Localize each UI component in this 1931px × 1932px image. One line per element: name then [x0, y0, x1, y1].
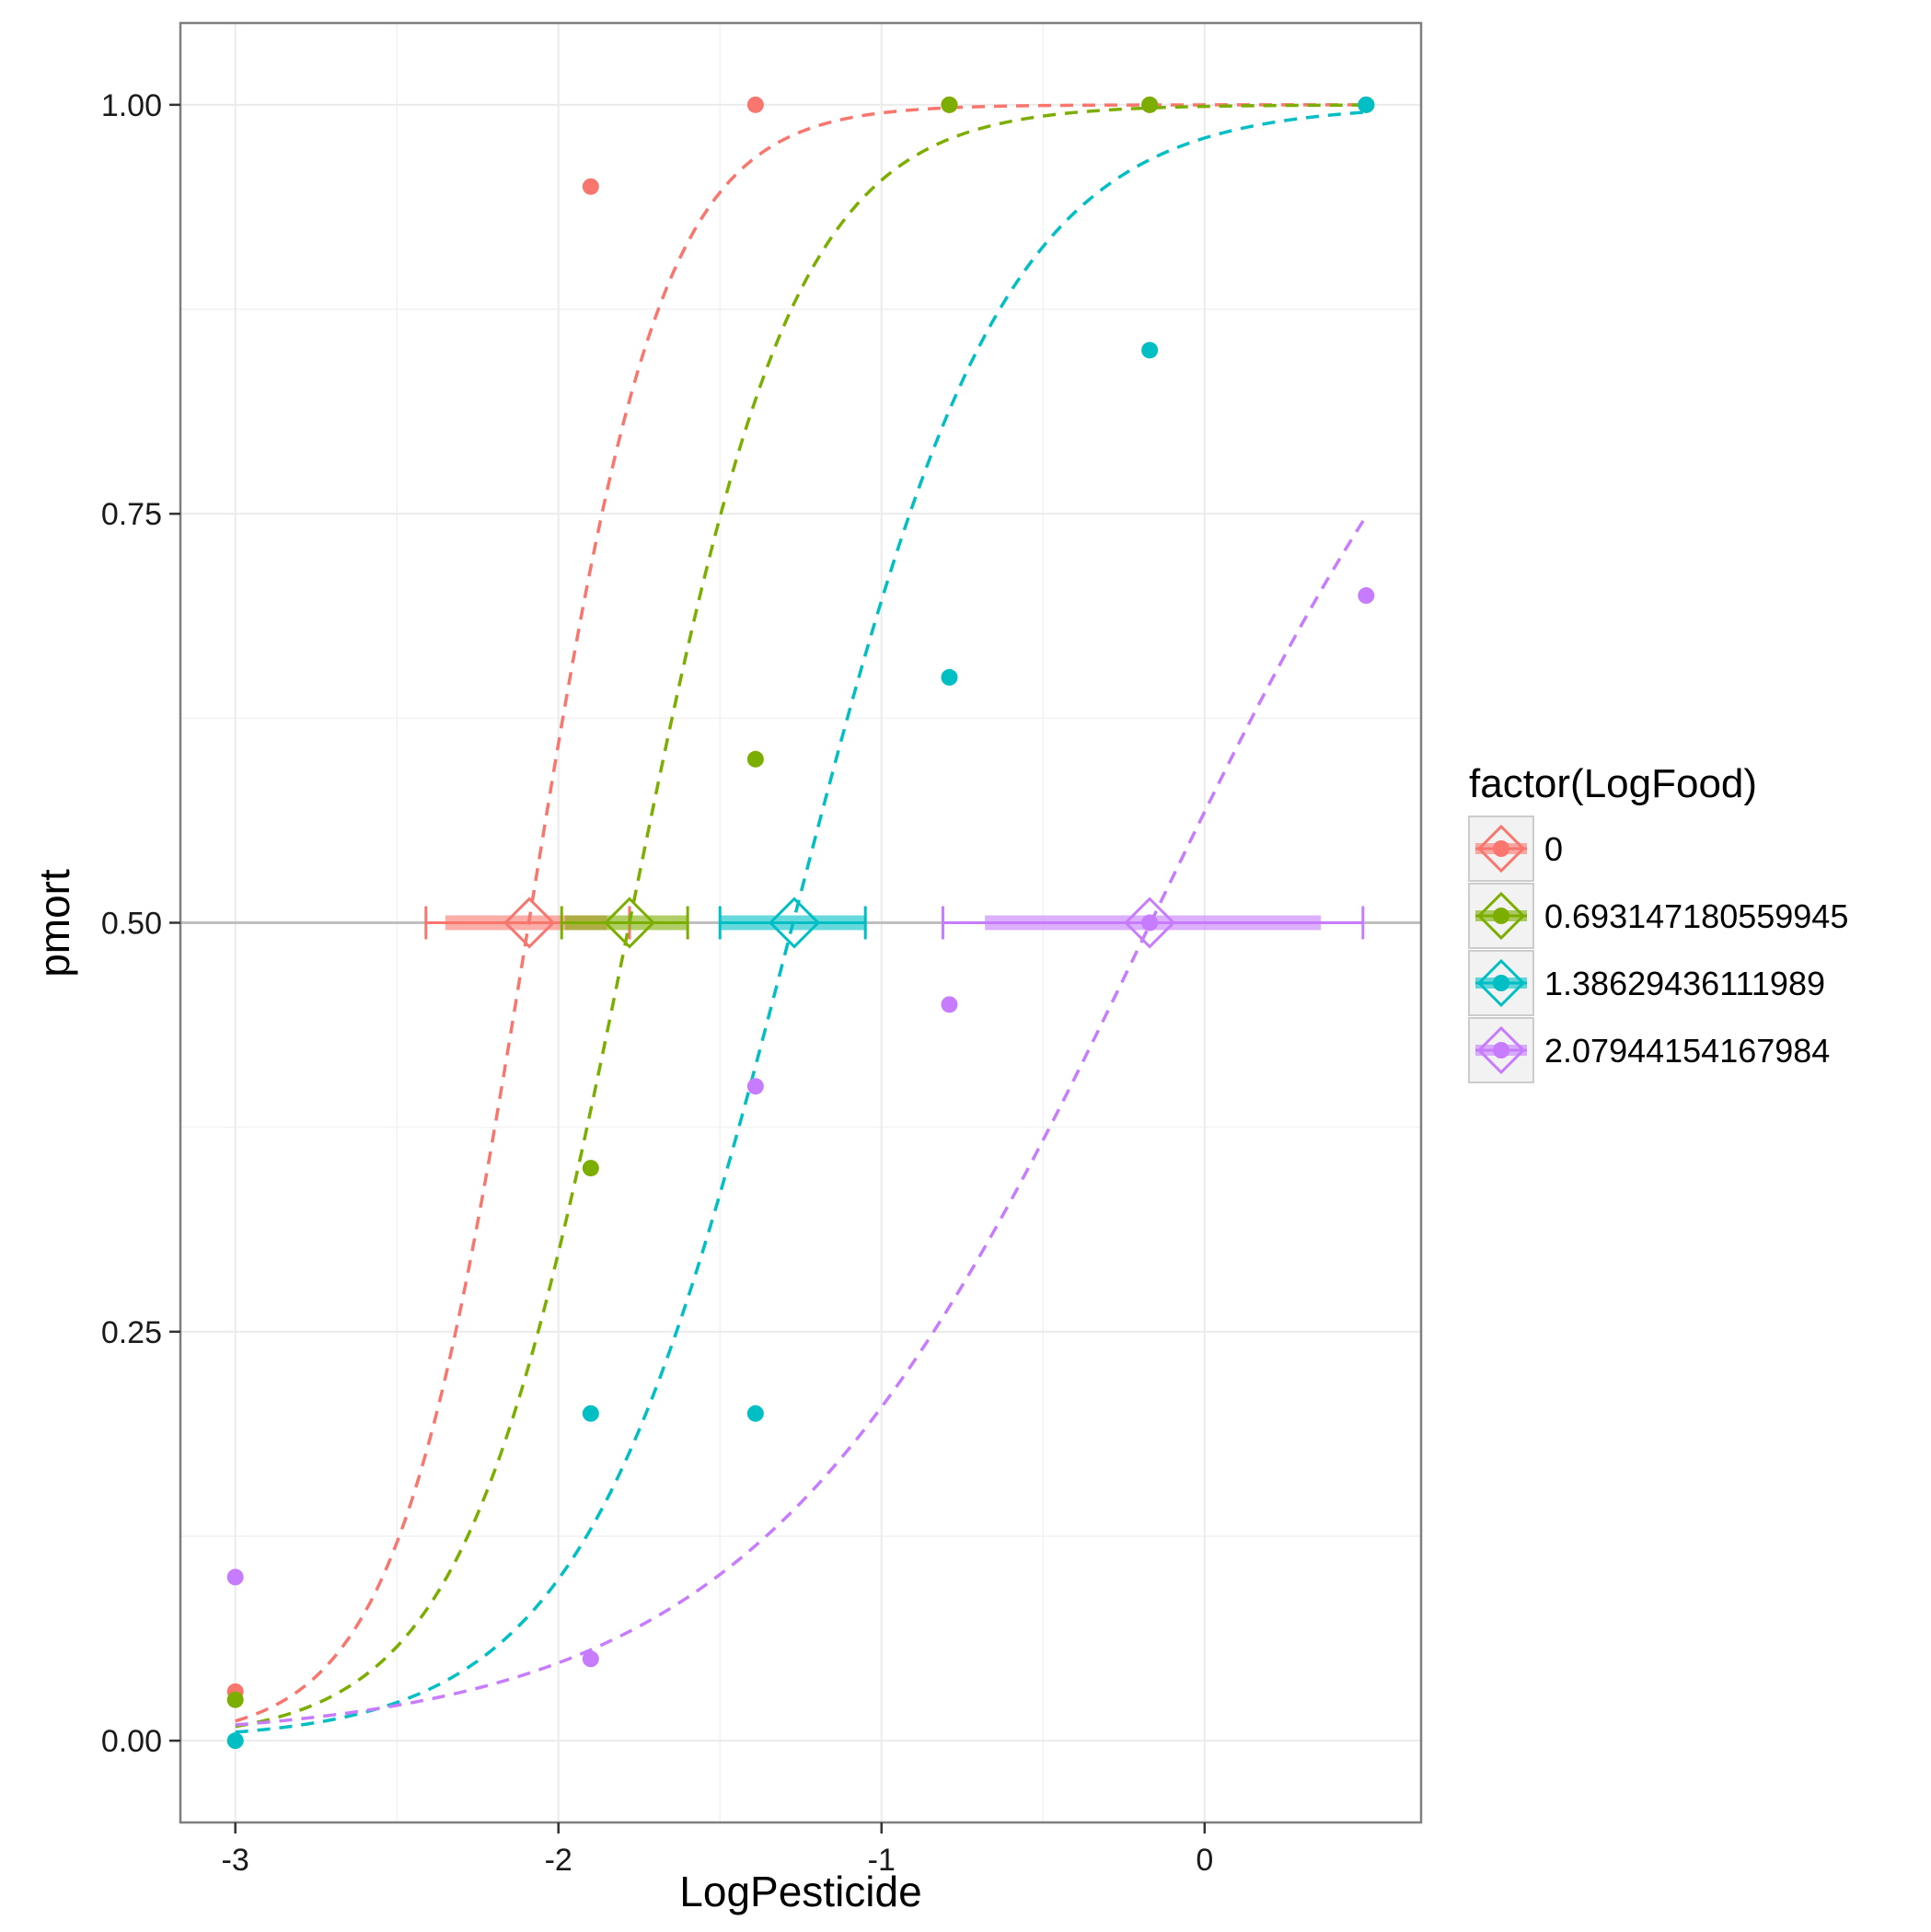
y-tick-label: 0.75 — [101, 497, 162, 532]
legend-key-point — [1493, 975, 1509, 991]
y-tick-label: 0.00 — [101, 1724, 162, 1759]
data-point — [746, 1078, 764, 1095]
legend-key-point — [1493, 908, 1509, 924]
data-point — [941, 996, 958, 1013]
legend-label: 0 — [1544, 830, 1563, 868]
legend-key-point — [1493, 1042, 1509, 1059]
data-point — [746, 96, 764, 113]
y-axis-title: pmort — [30, 869, 78, 978]
y-tick-label: 0.50 — [101, 907, 162, 942]
legend-title: factor(LogFood) — [1469, 761, 1757, 806]
ld50-markers — [503, 897, 1176, 949]
legend-key-diamond — [1476, 958, 1526, 1008]
data-point — [226, 1732, 244, 1750]
fit-curves — [235, 103, 1368, 1734]
legend-key-diamond — [1476, 891, 1526, 941]
fit-curve — [235, 515, 1368, 1727]
x-tick-label: -1 — [868, 1843, 896, 1878]
ld50-diamond — [1124, 897, 1176, 949]
legend: factor(LogFood) 0 0.693147180559945 1.3862… — [1468, 761, 1848, 1083]
data-point — [1358, 587, 1375, 605]
data-points — [226, 96, 1375, 1750]
data-point — [582, 1160, 599, 1177]
ld50-diamond — [768, 897, 821, 949]
data-point — [226, 1691, 244, 1708]
data-point — [1141, 914, 1159, 931]
data-point — [582, 1650, 599, 1668]
y-tick-label: 0.25 — [101, 1315, 162, 1350]
data-point — [1358, 96, 1375, 113]
y-axis: 0.00 0.25 0.50 0.75 1.00 — [101, 88, 180, 1759]
x-tick-label: 0 — [1196, 1843, 1213, 1878]
x-axis-title: LogPesticide — [679, 1868, 921, 1915]
legend-label: 0.693147180559945 — [1544, 897, 1848, 935]
legend-label: 2.07944154167984 — [1544, 1032, 1830, 1070]
data-point — [746, 1405, 764, 1422]
y-tick-label: 1.00 — [101, 88, 162, 123]
data-point — [941, 668, 958, 686]
data-point — [582, 178, 599, 195]
data-point — [746, 750, 764, 768]
x-axis: -3 -2 -1 0 — [222, 1822, 1213, 1878]
legend-key-diamond — [1476, 1025, 1526, 1075]
x-tick-label: -3 — [222, 1843, 249, 1878]
x-tick-label: -2 — [545, 1843, 572, 1878]
legend-label: 1.38629436111989 — [1544, 965, 1825, 1002]
fit-curve — [235, 110, 1367, 1734]
ld50-diamond — [503, 897, 556, 949]
legend-key-point — [1493, 840, 1509, 857]
fit-curve — [235, 103, 1367, 1723]
data-point — [1141, 341, 1159, 359]
data-point — [941, 96, 958, 113]
fit-curve — [235, 103, 1367, 1729]
data-point — [582, 1405, 599, 1422]
data-point — [226, 1568, 244, 1586]
ld50-diamond — [603, 897, 656, 949]
data-point — [1141, 96, 1159, 113]
legend-key-diamond — [1476, 824, 1526, 873]
